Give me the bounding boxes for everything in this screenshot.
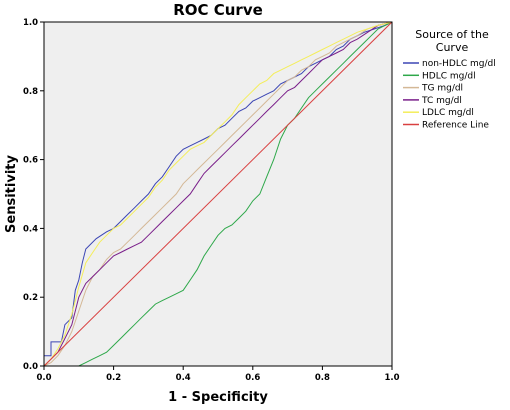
x-tick-label: 1.0: [384, 373, 399, 383]
series-line-tc-mg-dl: [43, 21, 393, 367]
legend-label-ldlc-mg-dl: LDLC mg/dl: [422, 108, 474, 118]
series-line-reference-line: [43, 21, 393, 367]
legend-title-line-2: Curve: [436, 41, 469, 54]
legend-label-tg-mg-dl: TG mg/dl: [421, 84, 463, 94]
x-tick-label: 0.4: [176, 373, 191, 383]
chart-title: ROC Curve: [173, 1, 263, 19]
y-tick-label: 0.0: [23, 362, 38, 372]
x-tick-label: 0.2: [106, 373, 121, 383]
legend-label-non-hdlc-mg-dl: non-HDLC mg/dl: [422, 59, 496, 69]
y-tick-label: 0.8: [23, 87, 38, 97]
x-axis-title: 1 - Specificity: [168, 390, 268, 405]
y-tick-label: 0.6: [23, 156, 38, 166]
y-tick-label: 0.4: [23, 224, 38, 234]
x-tick-label: 0.8: [315, 373, 330, 383]
legend-label-tc-mg-dl: TC mg/dl: [421, 96, 462, 106]
series-line-hdlc-mg-dl: [44, 21, 393, 367]
x-tick-label: 0.0: [36, 373, 51, 383]
y-tick-label: 0.2: [23, 293, 38, 303]
x-tick-label: 0.6: [245, 373, 260, 383]
plot-frame: [43, 21, 393, 367]
legend-label-reference-line: Reference Line: [422, 121, 489, 131]
series-layer: [43, 21, 393, 367]
y-axis-title: Sensitivity: [4, 155, 19, 233]
legend-title-line-1: Source of the: [415, 28, 489, 41]
legend-items: non-HDLC mg/dl HDLC mg/dl TG mg/dl TC mg/dl…: [403, 59, 496, 131]
series-line-ldlc-mg-dl: [43, 21, 393, 367]
legend-label-hdlc-mg-dl: HDLC mg/dl: [422, 71, 476, 81]
ticks-layer: 0.0 0.2 0.4 0.6 0.8 1.0 0.0 0.2 0.4 0.6 0.8 1.0: [23, 18, 400, 383]
y-tick-label: 1.0: [23, 18, 38, 28]
legend: Source of the Curve non-HDLC mg/dl HDLC m…: [403, 28, 496, 131]
